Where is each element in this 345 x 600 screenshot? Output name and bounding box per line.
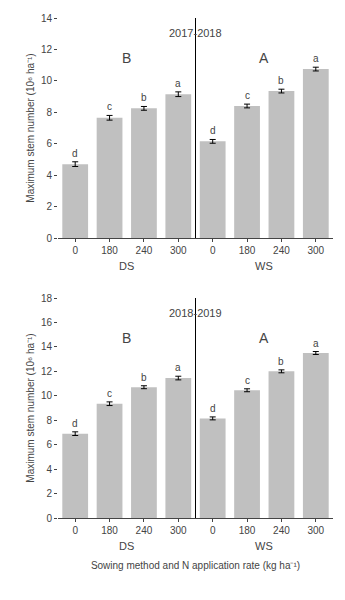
svg-text:4: 4 bbox=[46, 170, 52, 181]
svg-text:B: B bbox=[122, 50, 131, 66]
svg-text:A: A bbox=[259, 50, 269, 66]
svg-text:Maximum stem number (10⁶ ha⁻¹): Maximum stem number (10⁶ ha⁻¹) bbox=[25, 53, 36, 202]
svg-text:300: 300 bbox=[307, 525, 324, 536]
svg-text:b: b bbox=[278, 75, 284, 86]
svg-text:180: 180 bbox=[239, 245, 256, 256]
svg-text:6: 6 bbox=[46, 138, 52, 149]
svg-text:10: 10 bbox=[41, 75, 53, 86]
svg-text:WS: WS bbox=[255, 540, 273, 552]
svg-text:180: 180 bbox=[101, 245, 118, 256]
svg-text:c: c bbox=[107, 388, 112, 399]
svg-text:Maximum stem number (10⁶ ha⁻¹): Maximum stem number (10⁶ ha⁻¹) bbox=[25, 333, 36, 482]
svg-text:a: a bbox=[175, 362, 181, 373]
svg-text:c: c bbox=[245, 90, 250, 101]
svg-text:Sowing method and N applicatio: Sowing method and N application rate (kg… bbox=[91, 560, 300, 571]
svg-text:240: 240 bbox=[273, 525, 290, 536]
svg-text:10: 10 bbox=[41, 390, 53, 401]
svg-text:0: 0 bbox=[46, 513, 52, 524]
svg-text:0: 0 bbox=[72, 245, 78, 256]
svg-text:a: a bbox=[313, 338, 319, 349]
svg-text:0: 0 bbox=[210, 245, 216, 256]
svg-text:2: 2 bbox=[46, 488, 52, 499]
svg-text:2017-2018: 2017-2018 bbox=[169, 27, 222, 39]
svg-text:180: 180 bbox=[239, 525, 256, 536]
svg-text:a: a bbox=[313, 53, 319, 64]
svg-text:WS: WS bbox=[255, 260, 273, 272]
svg-text:300: 300 bbox=[307, 245, 324, 256]
svg-text:c: c bbox=[245, 375, 250, 386]
svg-text:18: 18 bbox=[41, 293, 53, 304]
svg-text:d: d bbox=[210, 125, 216, 136]
svg-text:2018-2019: 2018-2019 bbox=[169, 307, 222, 319]
svg-text:300: 300 bbox=[170, 525, 187, 536]
svg-text:240: 240 bbox=[273, 245, 290, 256]
svg-text:6: 6 bbox=[46, 439, 52, 450]
svg-text:b: b bbox=[141, 92, 147, 103]
svg-text:4: 4 bbox=[46, 464, 52, 475]
svg-text:12: 12 bbox=[41, 44, 53, 55]
svg-text:14: 14 bbox=[41, 13, 53, 24]
svg-text:b: b bbox=[278, 356, 284, 367]
svg-text:0: 0 bbox=[46, 233, 52, 244]
svg-text:DS: DS bbox=[119, 260, 134, 272]
svg-text:240: 240 bbox=[136, 525, 153, 536]
svg-text:2: 2 bbox=[46, 201, 52, 212]
svg-text:180: 180 bbox=[101, 525, 118, 536]
svg-text:0: 0 bbox=[210, 525, 216, 536]
svg-text:B: B bbox=[122, 330, 131, 346]
svg-text:0: 0 bbox=[72, 525, 78, 536]
svg-text:d: d bbox=[72, 148, 78, 159]
svg-text:300: 300 bbox=[170, 245, 187, 256]
svg-text:c: c bbox=[107, 101, 112, 112]
svg-text:16: 16 bbox=[41, 317, 53, 328]
svg-text:d: d bbox=[72, 418, 78, 429]
svg-text:DS: DS bbox=[119, 540, 134, 552]
svg-text:14: 14 bbox=[41, 341, 53, 352]
svg-text:240: 240 bbox=[136, 245, 153, 256]
svg-text:A: A bbox=[259, 330, 269, 346]
svg-text:d: d bbox=[210, 403, 216, 414]
svg-text:12: 12 bbox=[41, 366, 53, 377]
svg-text:b: b bbox=[141, 372, 147, 383]
svg-text:a: a bbox=[175, 78, 181, 89]
svg-text:8: 8 bbox=[46, 415, 52, 426]
svg-text:8: 8 bbox=[46, 107, 52, 118]
